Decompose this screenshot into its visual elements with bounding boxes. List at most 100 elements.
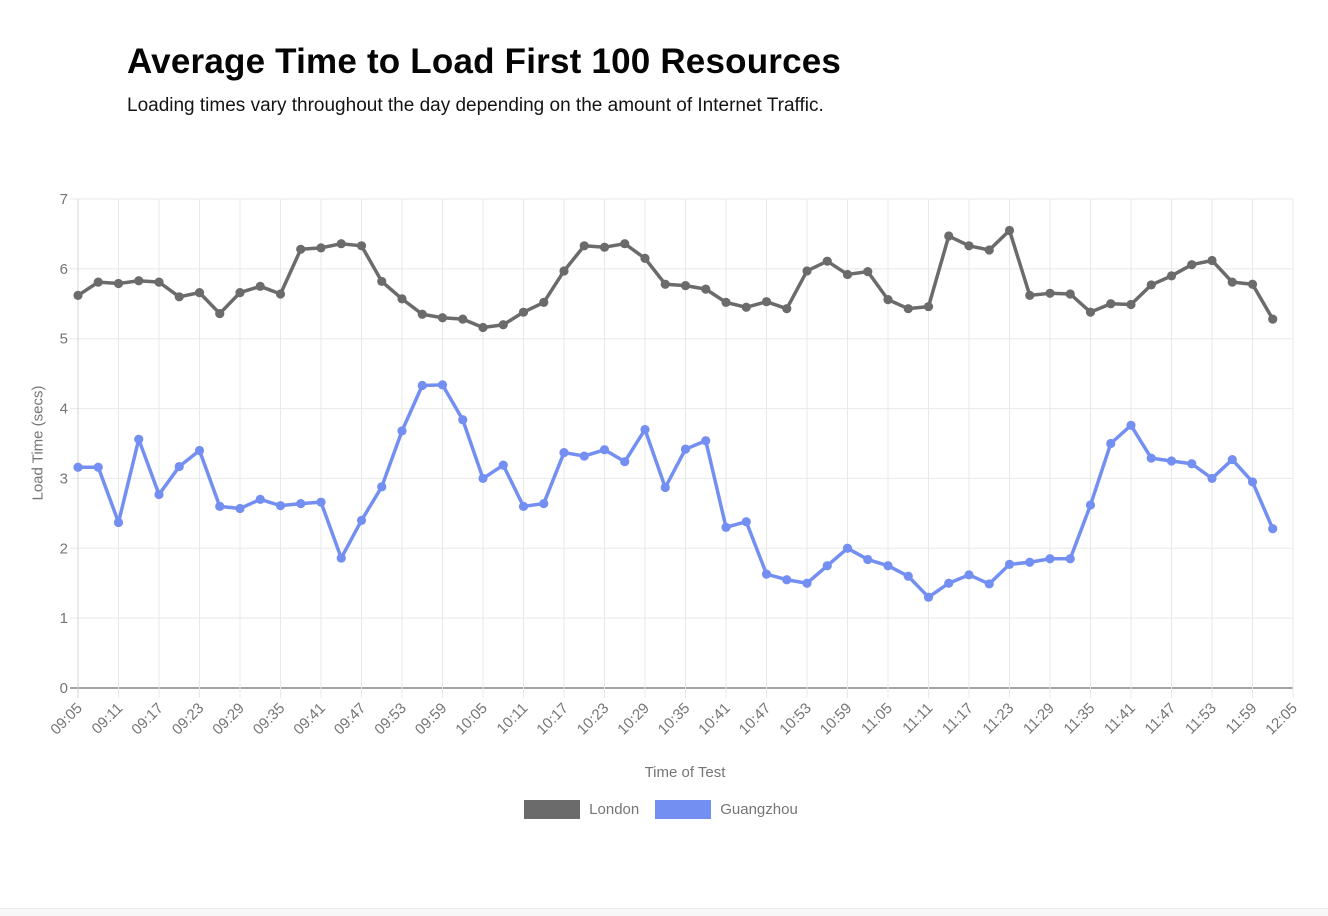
guangzhou-point [235,503,245,514]
x-axis-title: Time of Test [644,764,726,781]
x-tick-label: 11:05 [858,700,896,738]
y-tick-label: 1 [60,610,68,627]
guangzhou-point [944,578,954,588]
x-tick-label: 10:11 [494,700,532,738]
guangzhou-point [1004,559,1015,569]
guangzhou-point [822,561,832,571]
london-point [154,277,164,287]
x-tick-label: 11:17 [939,700,977,738]
guangzhou-point [964,570,974,580]
guangzhou-point [113,517,124,528]
london-point [296,244,306,254]
guangzhou-point [316,497,326,507]
guangzhou-point [620,457,630,467]
london-point [964,241,974,251]
x-tick-label: 10:17 [533,700,572,739]
london-point [660,279,670,289]
guangzhou-point [903,571,913,581]
guangzhou-point [356,515,367,525]
london-point [1045,288,1055,298]
guangzhou-series-label: Guangzhou [720,801,798,818]
london-point [701,284,711,294]
london-point [174,292,184,302]
guangzhou-series-swatch [655,800,712,819]
legend-item-london[interactable]: London [524,800,639,819]
london-point [417,309,427,319]
guangzhou-point [215,501,225,511]
london-point [1126,299,1136,310]
london-point [255,281,265,291]
london-series-swatch [524,800,581,819]
london-point [903,304,913,314]
london-point [1207,255,1217,266]
x-tick-label: 11:59 [1223,700,1261,738]
guangzhou-point [1025,557,1035,567]
y-tick-label: 3 [60,470,68,487]
london-point [944,231,954,241]
x-tick-label: 10:53 [776,700,815,739]
london-point [1085,307,1096,317]
y-tick-label: 2 [60,540,68,557]
chart-title: Average Time to Load First 100 Resources [127,42,842,81]
guangzhou-point [1085,500,1096,510]
guangzhou-point [599,445,610,455]
london-point [741,302,751,312]
guangzhou-point [417,380,427,391]
london-point [1025,290,1035,301]
london-point [984,245,994,255]
guangzhou-point [782,575,792,585]
guangzhou-point [842,543,853,553]
guangzhou-point [1207,473,1217,484]
guangzhou-point [518,501,529,511]
london-point [316,243,326,253]
guangzhou-point [174,461,184,472]
guangzhou-point [397,426,407,436]
legend-item-guangzhou[interactable]: Guangzhou [655,800,798,819]
x-tick-label: 10:05 [452,700,491,739]
x-tick-label: 11:11 [899,700,936,737]
x-tick-label: 09:35 [250,700,289,739]
guangzhou-point [539,498,549,509]
london-point [883,294,893,305]
london-point [478,322,488,333]
guangzhou-point [923,592,934,602]
x-tick-label: 11:41 [1101,700,1139,738]
london-point [721,297,731,307]
london-point [498,320,508,330]
london-point [923,301,934,312]
london-point [782,304,792,314]
london-point [863,267,873,277]
x-tick-label: 09:41 [290,700,329,739]
guangzhou-point [194,445,205,456]
london-point [640,253,650,263]
london-point [599,242,610,252]
london-series-label: London [589,801,640,818]
x-tick-label: 10:35 [655,700,694,739]
guangzhou-point [1146,453,1156,463]
london-point [437,313,448,323]
london-point [397,294,407,304]
y-tick-label: 0 [60,680,68,697]
guangzhou-point [660,482,670,493]
y-axis-title: Load Time (secs) [29,385,47,501]
x-tick-label: 11:23 [980,700,1018,738]
guangzhou-point [721,522,731,532]
guangzhou-point [1106,438,1116,449]
london-point [377,276,387,287]
london-point [559,266,569,276]
guangzhou-point [458,415,468,425]
guangzhou-point [640,424,650,435]
guangzhou-point [802,578,812,588]
chart-subtitle: Loading times vary throughout the day de… [127,95,824,116]
london-point [134,276,144,286]
guangzhou-point [1166,456,1177,466]
x-tick-label: 09:53 [371,700,410,739]
x-tick-label: 09:47 [331,700,370,739]
london-point [336,239,346,249]
guangzhou-point [1247,477,1258,487]
london-point [215,308,225,319]
guangzhou-point [680,444,691,454]
guangzhou-point [1227,454,1237,465]
guangzhou-point [741,517,751,527]
